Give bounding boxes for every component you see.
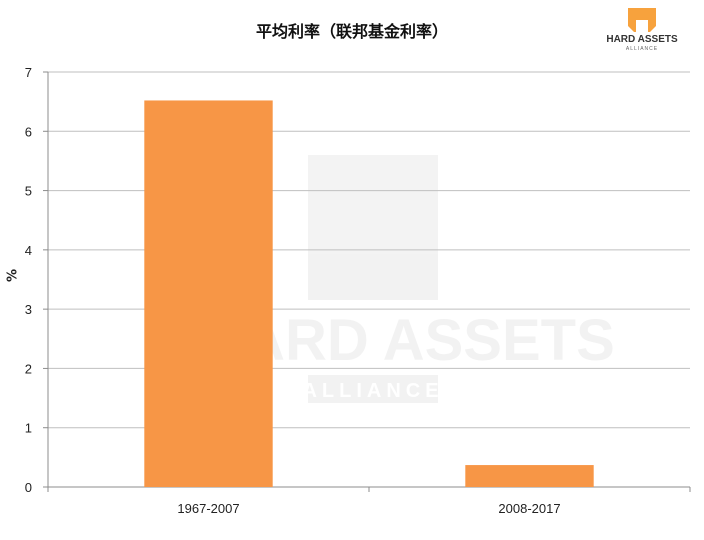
bar-1967-2007 xyxy=(144,100,273,487)
x-category-label: 1967-2007 xyxy=(177,501,239,516)
watermark-text-sub: ALLIANCE xyxy=(302,380,443,402)
y-tick-label: 3 xyxy=(25,302,32,317)
y-tick-label: 1 xyxy=(25,421,32,436)
labels: 0 1 2 3 4 5 6 7 1967-2007 2008-2017 xyxy=(25,65,561,516)
y-tick-label: 0 xyxy=(25,480,32,495)
logo-text-main: HARD ASSETS xyxy=(606,34,678,45)
y-tick-label: 7 xyxy=(25,65,32,80)
y-tick-label: 6 xyxy=(25,124,32,139)
y-tick-label: 4 xyxy=(25,243,32,258)
logo-text-sub: ALLIANCE xyxy=(626,46,658,52)
y-tick-label: 2 xyxy=(25,361,32,376)
bar-2008-2017 xyxy=(465,465,594,487)
y-tick-label: 5 xyxy=(25,184,32,199)
bars xyxy=(144,100,594,487)
hard-assets-logo: HARD ASSETS ALLIANCE xyxy=(606,8,678,52)
chart-title: 平均利率（联邦基金利率） xyxy=(255,22,448,41)
x-category-label: 2008-2017 xyxy=(498,501,560,516)
